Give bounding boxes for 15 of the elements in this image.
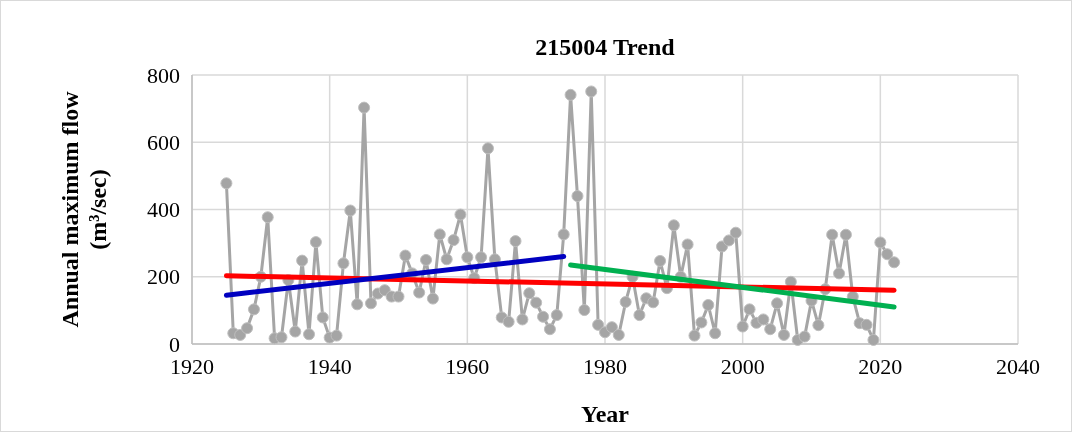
y-tick-label: 0 bbox=[169, 331, 180, 357]
x-tick-label: 1960 bbox=[445, 354, 490, 379]
x-tick-label: 1980 bbox=[583, 354, 627, 379]
y-axis-title: Annual maximum flow (m³/sec) bbox=[57, 90, 111, 328]
y-tick-label: 600 bbox=[147, 129, 180, 155]
y-tick-label: 800 bbox=[147, 62, 180, 88]
x-axis-title: Year bbox=[581, 401, 630, 427]
x-tick-label: 2000 bbox=[720, 354, 765, 379]
x-tick-label: 1940 bbox=[307, 354, 352, 379]
x-tick-label: 2020 bbox=[858, 354, 903, 379]
x-tick-label: 2040 bbox=[996, 354, 1040, 379]
chart-title: 215004 Trend bbox=[535, 34, 676, 60]
y-tick-label: 400 bbox=[147, 197, 180, 223]
y-tick-label: 200 bbox=[147, 264, 180, 290]
x-tick-label: 1920 bbox=[170, 354, 214, 379]
